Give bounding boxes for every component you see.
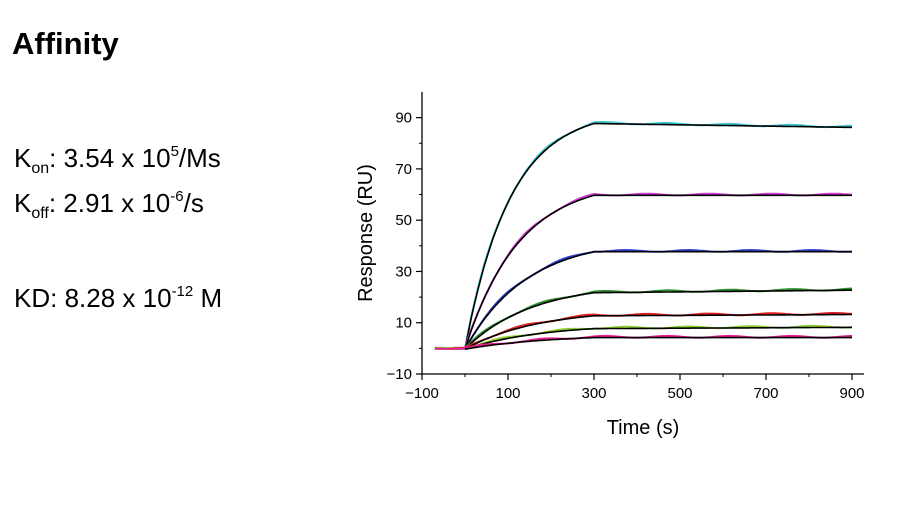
kon-unit: /Ms [178, 143, 221, 173]
kd-value: KD: 8.28 x 10-12 M [14, 283, 222, 314]
kon-subscript: on [31, 160, 50, 177]
x-tick-label: 300 [581, 385, 606, 402]
y-tick-label: 50 [395, 212, 412, 229]
y-tick-label: −10 [387, 366, 412, 383]
chart-axes [416, 92, 864, 380]
koff-subscript: off [31, 205, 49, 222]
koff-value: Koff: 2.91 x 10-6/s [14, 188, 204, 223]
series-6-fit-curve [464, 326, 853, 350]
kon-separator: : [49, 143, 64, 173]
koff-separator: : [48, 188, 64, 218]
series-2-fit-curve [464, 194, 852, 350]
series-5-fit-curve [464, 313, 852, 350]
koff-mantissa: 2.91 x 10 [63, 188, 171, 218]
x-tick-label: 100 [495, 385, 520, 402]
x-axis-title: Time (s) [607, 417, 680, 439]
x-tick-label: 900 [839, 385, 864, 402]
koff-unit: /s [183, 188, 204, 218]
series-4-fit-curve [464, 289, 852, 350]
x-tick-label: −100 [405, 385, 439, 402]
kon-mantissa: 3.54 x 10 [63, 143, 171, 173]
series-7-fit-curve [464, 336, 852, 350]
y-tick-label: 30 [395, 263, 412, 280]
series-1-fit-curve [464, 122, 853, 350]
page-title: Affinity [12, 26, 119, 61]
y-axis-title: Response (RU) [355, 164, 377, 302]
series-3-fit-curve [464, 250, 852, 350]
koff-exponent: -6 [170, 188, 184, 205]
x-tick-label: 500 [667, 385, 692, 402]
y-tick-label: 70 [395, 161, 412, 178]
chart-curves [434, 121, 853, 350]
kd-unit: M [193, 283, 223, 313]
y-tick-label: 90 [395, 110, 412, 127]
kd-mantissa: 8.28 x 10 [64, 283, 172, 313]
kon-symbol: K [14, 143, 32, 173]
kon-exponent: 5 [170, 143, 179, 160]
chart-labels: −100 100 300 500 700 900 −10 10 30 50 70 90 Time (s)… [355, 110, 865, 439]
kd-label: KD: [14, 283, 65, 313]
x-tick-label: 700 [753, 385, 778, 402]
y-tick-label: 10 [395, 315, 412, 332]
kon-value: Kon: 3.54 x 105/Ms [14, 143, 221, 178]
koff-symbol: K [14, 188, 32, 218]
kd-exponent: -12 [171, 283, 194, 300]
sensorgram-chart: −100 100 300 500 700 900 −10 10 30 50 70 90 Time (s)… [355, 92, 865, 439]
